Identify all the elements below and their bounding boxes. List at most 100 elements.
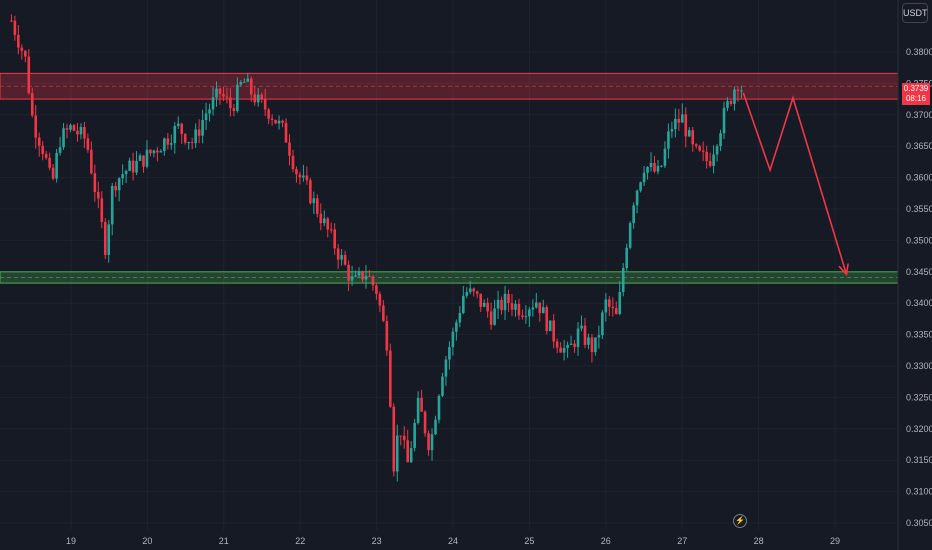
candle-body — [528, 309, 531, 317]
candle-body — [740, 90, 743, 92]
candle-body — [726, 101, 729, 108]
candle-body — [239, 82, 243, 85]
candle-body — [41, 145, 44, 155]
candle-body — [663, 148, 667, 166]
last-price-label: 0.3739 08:16 — [902, 83, 930, 105]
candle-body — [69, 125, 72, 130]
candle-body — [51, 167, 55, 179]
candle-body — [514, 303, 517, 310]
candle-body — [357, 271, 361, 276]
candle-body — [263, 98, 267, 110]
candle-body — [423, 411, 427, 434]
candle-body — [190, 142, 194, 144]
candle-body — [243, 81, 246, 83]
candle-body — [20, 47, 24, 51]
candle-body — [653, 162, 656, 172]
time-tick-label: 24 — [448, 536, 458, 546]
candle-body — [138, 155, 142, 161]
candle-body — [187, 142, 190, 144]
candle-body — [281, 120, 284, 123]
candle-body — [333, 229, 336, 249]
candle-body — [375, 285, 378, 294]
candle-body — [507, 293, 510, 303]
candle-body — [437, 395, 441, 420]
candle-body — [503, 293, 507, 311]
candle-body — [681, 114, 684, 123]
price-tick-label: 0.3500 — [906, 235, 932, 245]
candle-body — [569, 343, 573, 345]
candle-body — [604, 299, 608, 313]
candle-body — [382, 305, 385, 321]
candle-body — [55, 152, 58, 179]
candle-body — [705, 151, 708, 162]
time-axis[interactable]: 19 20 21 22 23 24 25 26 27 28 29 — [66, 536, 840, 546]
candle-body — [698, 146, 701, 151]
candle-body — [601, 312, 604, 336]
candle-body — [13, 20, 17, 35]
candle-body — [500, 299, 503, 311]
price-tick-label: 0.3400 — [906, 298, 932, 308]
candle-body — [597, 335, 601, 338]
price-tick-label: 0.3450 — [906, 267, 932, 277]
candle-body — [58, 147, 62, 153]
price-tick-label: 0.3150 — [906, 455, 932, 465]
price-axis[interactable]: 0.38000.37500.37000.36500.36000.35500.35… — [897, 0, 932, 550]
candle-body — [62, 128, 65, 148]
candle-body — [368, 276, 371, 278]
candle-body — [538, 302, 542, 314]
lightning-icon[interactable]: ⚡ — [733, 514, 747, 528]
candle-body — [395, 435, 399, 472]
candle-body — [486, 302, 489, 312]
candle-body — [635, 190, 639, 206]
price-tick-label: 0.3600 — [906, 173, 932, 183]
candle-body — [93, 173, 97, 193]
candle-body — [385, 320, 389, 351]
candle-body — [256, 94, 260, 103]
price-tick-label: 0.3250 — [906, 392, 932, 402]
candle-body — [316, 198, 319, 214]
candle-body — [215, 88, 218, 98]
candle-body — [149, 149, 152, 154]
candle-body — [201, 120, 204, 136]
currency-label[interactable]: USDT — [902, 3, 928, 23]
candle-body — [229, 97, 232, 109]
candle-body — [531, 307, 535, 310]
candle-body — [427, 433, 430, 451]
candle-body — [117, 178, 121, 191]
candle-body — [729, 101, 733, 104]
candle-body — [364, 276, 368, 280]
candle-body — [694, 144, 698, 147]
candle-body — [580, 325, 583, 329]
candle-body — [103, 221, 107, 256]
candle-body — [552, 320, 555, 342]
candle-body — [347, 264, 350, 281]
candle-body — [722, 107, 726, 134]
candle-body — [371, 276, 375, 286]
time-tick-label: 20 — [142, 536, 152, 546]
candle-body — [430, 434, 434, 451]
projection-arrowhead — [838, 263, 849, 277]
candle-body — [416, 397, 420, 423]
candle-body — [135, 160, 138, 173]
time-tick-label: 22 — [295, 536, 305, 546]
candle-body — [90, 149, 93, 174]
candle-body — [691, 130, 695, 145]
candle-body — [712, 154, 715, 166]
last-price-value: 0.3739 — [903, 84, 929, 93]
candle-body — [204, 113, 208, 121]
candle-body — [559, 347, 562, 353]
candle-body — [621, 268, 625, 293]
candle-body — [100, 198, 104, 222]
candle-body — [97, 192, 100, 199]
price-tick-label: 0.3550 — [906, 204, 932, 214]
candle-body — [354, 275, 357, 277]
candle-body — [284, 122, 288, 143]
candle-body — [555, 341, 559, 348]
candle-body — [646, 167, 649, 173]
candle-body — [517, 303, 521, 316]
candle-body — [246, 78, 250, 82]
candle-body — [677, 118, 681, 123]
candle-body — [444, 359, 448, 377]
candle-body — [152, 150, 156, 154]
